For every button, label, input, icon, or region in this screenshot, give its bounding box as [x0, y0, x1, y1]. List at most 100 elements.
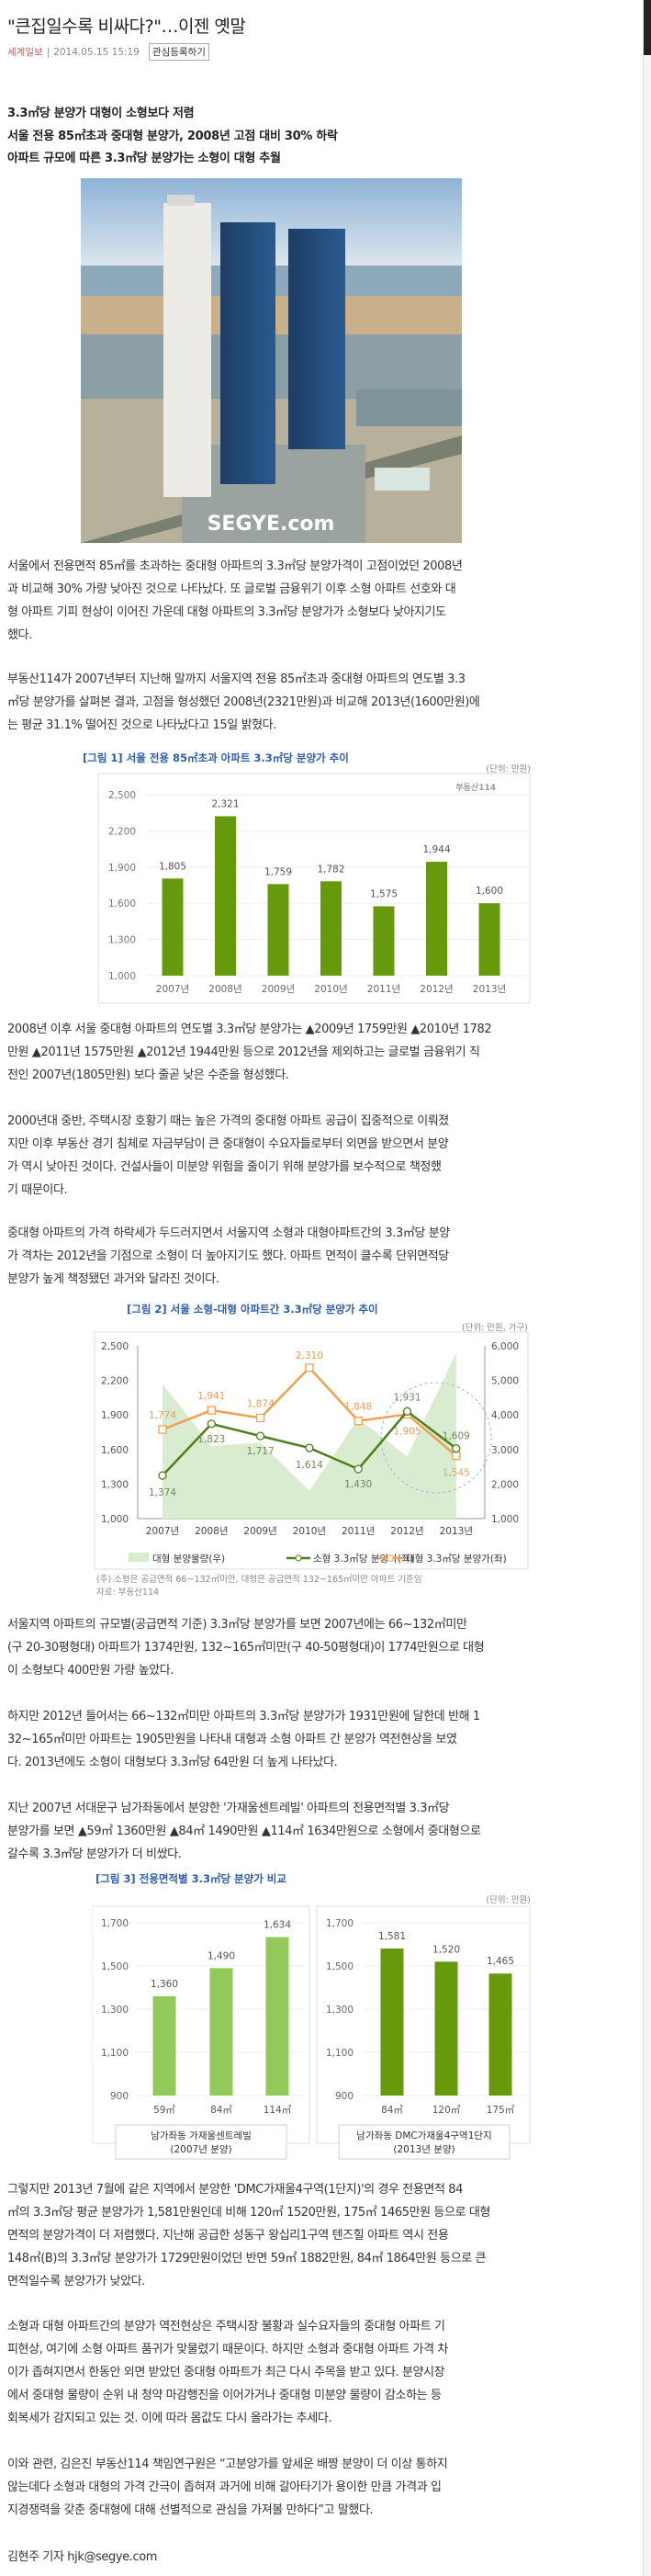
data-label: 1,490 [208, 1950, 235, 1961]
x-tick-label: 59㎡ [153, 2105, 175, 2116]
y-tick-label: 1,300 [108, 935, 136, 946]
paragraph-9: 그렇지만 2013년 7월에 같은 지역에서 분양한 'DMC가재울4구역(1단… [7, 2178, 641, 2293]
bar [320, 881, 342, 976]
small-data-label: 1,823 [197, 1434, 225, 1445]
article-photo: SEGYE.com [81, 178, 462, 543]
paragraph-line: 과 비교해 30% 가량 낮아진 것으로 나타났다. 또 글로벌 금융위기 이후… [7, 582, 456, 596]
y-left-tick-label: 1,900 [101, 1410, 129, 1421]
chart-unit: (단위: 만원) [486, 1894, 531, 1905]
data-label: 1,600 [476, 886, 503, 897]
large-marker [354, 1417, 363, 1426]
y-tick-label: 1,900 [108, 863, 136, 874]
paragraph-line: 2008년 이후 서울 중대형 아파트의 연도별 3.3㎡당 분양가는 ▲200… [7, 1022, 492, 1036]
paragraph-line: 이와 관련, 김은진 부동산114 책임연구원은 “고분양가를 앞세운 배짱 분… [7, 2457, 448, 2471]
x-tick-label: 2008년 [208, 984, 241, 995]
paragraph-line: 면적일수록 분양가가 낮았다. [7, 2275, 145, 2288]
small-marker [207, 1419, 216, 1429]
paragraph-line: 부동산114가 2007년부터 지난해 말까지 서울지역 전용 85㎡초과 중대… [7, 672, 466, 686]
y-tick-label: 1,500 [101, 1961, 129, 1972]
legend-label: 대형 3.3㎡당 분양가(좌) [406, 1554, 507, 1565]
paragraph-line: 148㎡(B)의 3.3㎡당 분양가가 1729만원이었던 반면 59㎡ 188… [7, 2252, 487, 2265]
subheading: 3.3㎡당 분양가 대형이 소형보다 저렴 [7, 107, 195, 120]
paragraph-line: 지경쟁력을 갖춘 중대형에 대해 선별적으로 관심을 가져볼 만하다”고 말했다… [7, 2503, 374, 2517]
y-tick-label: 1,100 [326, 2048, 354, 2059]
y-tick-label: 1,700 [101, 1918, 129, 1929]
bar [215, 816, 236, 976]
x-tick-label: 2013년 [440, 1526, 473, 1537]
byline: 김현주 기자 hjk@segye.com [7, 2546, 641, 2569]
data-label: 1,805 [159, 861, 186, 872]
chart-1: [그림 1] 서울 전용 85㎡초과 아파트 3.3㎡당 분양가 추이 (단위: … [83, 751, 531, 1004]
paragraph-line: 다. 2013년에도 소형이 대형보다 3.3㎡당 64만원 더 높게 나타났다… [7, 1756, 338, 1769]
paragraph-line: 서울에서 전용면적 85㎡를 초과하는 중대형 아파트의 3.3㎡당 분양가격이… [7, 559, 463, 573]
paragraph-line: 하지만 2012년 들어서는 66~132㎡미만 아파트의 3.3㎡당 분양가가… [7, 1710, 480, 1723]
x-tick-label: 114㎡ [264, 2105, 292, 2116]
chart-title: [그림 1] 서울 전용 85㎡초과 아파트 3.3㎡당 분양가 추이 [83, 751, 349, 764]
x-tick-label: 2012년 [420, 984, 453, 995]
paragraph-11: 이와 관련, 김은진 부동산114 책임연구원은 “고분양가를 앞세운 배짱 분… [7, 2453, 641, 2522]
side-panel-dark-block [644, 0, 651, 55]
small-marker [354, 1464, 363, 1474]
y-left-tick-label: 1,600 [101, 1445, 129, 1456]
paragraph-line: 중대형 아파트의 가격 하락세가 두드러지면서 서울지역 소형과 대형아파트간의… [7, 1226, 450, 1240]
bookmark-button[interactable]: 관심등록하기 [148, 43, 209, 61]
legend-label: 대형 분양물량(우) [152, 1554, 225, 1565]
data-label: 2,321 [211, 799, 239, 810]
x-tick-label: 120㎡ [432, 2105, 461, 2116]
bar [426, 862, 447, 976]
article-meta: 세계일보 | 2014.05.15 15:19 관심등록하기 [7, 43, 209, 61]
x-tick-label: 2013년 [473, 984, 506, 995]
large-data-label: 1,874 [247, 1398, 275, 1409]
large-data-label: 1,545 [443, 1468, 470, 1479]
panel-caption-box [115, 2124, 287, 2160]
y-right-tick-label: 1,000 [491, 1514, 519, 1525]
article-title: "큰집일수록 비싸다?"…이젠 옛말 [7, 17, 246, 37]
y-tick-label: 1,300 [326, 2005, 354, 2016]
article-datetime: 2014.05.15 15:19 [53, 46, 140, 58]
paragraph-line: 에서 중대형 물량이 순위 내 청약 마감행진을 이어가거나 중대형 미분양 물… [7, 2389, 442, 2402]
x-tick-label: 175㎡ [487, 2105, 515, 2116]
small-data-label: 1,374 [149, 1487, 176, 1498]
small-data-label: 1,430 [344, 1479, 372, 1490]
legend-marker-large [387, 1554, 394, 1562]
x-tick-label: 2009년 [262, 984, 295, 995]
large-marker [207, 1406, 216, 1415]
bar [209, 1968, 233, 2096]
y-left-tick-label: 2,500 [101, 1341, 129, 1352]
x-tick-label: 2007년 [156, 984, 189, 995]
chart-unit: (단위: 만원) [486, 763, 531, 774]
subheading: 서울 전용 85㎡초과 중대형 분양가, 2008년 고점 대비 30% 하락 [7, 129, 338, 143]
data-label: 1,465 [487, 1956, 514, 1967]
panel-caption-box [338, 2124, 511, 2160]
x-tick-label: 2007년 [146, 1526, 179, 1537]
small-data-label: 1,717 [247, 1446, 275, 1457]
paragraph-1: 서울에서 전용면적 85㎡를 초과하는 중대형 아파트의 3.3㎡당 분양가격이… [7, 555, 641, 647]
x-tick-label: 2008년 [195, 1526, 228, 1537]
paragraph-line: 지난 2007년 서대문구 남가좌동에서 분양한 '가재울센트레빌' 아파트의 … [7, 1802, 450, 1815]
y-tick-label: 1,000 [108, 971, 136, 982]
subheadings: 3.3㎡당 분양가 대형이 소형보다 저렴 서울 전용 85㎡초과 중대형 분양… [7, 103, 338, 171]
x-tick-label: 2009년 [243, 1526, 276, 1537]
y-tick-label: 1,700 [326, 1918, 354, 1929]
y-tick-label: 900 [110, 2091, 129, 2102]
data-label: 1,759 [264, 866, 292, 877]
paragraph-line: 분양가 높게 책정됐던 과거와 달라진 것이다. [7, 1272, 219, 1286]
paragraph-line: 그렇지만 2013년 7월에 같은 지역에서 분양한 'DMC가재울4구역(1단… [7, 2183, 464, 2197]
bar [162, 878, 184, 976]
subheading: 아파트 규모에 따른 3.3㎡당 분양가는 소형이 대형 추월 [7, 152, 281, 165]
x-tick-label: 84㎡ [381, 2105, 403, 2116]
paragraph-line: 2000년대 중반, 주택시장 호황기 때는 높은 가격의 중대형 아파트 공급… [7, 1114, 449, 1128]
source-link[interactable]: 세계일보 [7, 47, 43, 58]
large-marker [255, 1413, 265, 1423]
paragraph-line: 가 격차는 2012년을 기점으로 소형이 더 높아지기도 했다. 아파트 면적… [7, 1249, 449, 1263]
y-right-tick-label: 6,000 [491, 1341, 519, 1352]
legend-marker-small [295, 1554, 302, 1562]
large-data-label: 1,848 [344, 1402, 372, 1413]
paragraph-3: 2008년 이후 서울 중대형 아파트의 연도별 3.3㎡당 분양가는 ▲200… [7, 1018, 641, 1087]
paragraph-10: 소형과 대형 아파트간의 분양가 역전현상은 주택시장 불황과 실수요자들의 중… [7, 2315, 641, 2430]
paragraph-line: 분양가를 보면 ▲59㎡ 1360만원 ▲84㎡ 1490만원 ▲114㎡ 16… [7, 1825, 481, 1838]
paragraph-line: 했다. [7, 628, 32, 642]
x-tick-label: 2010년 [314, 984, 347, 995]
y-left-tick-label: 1,300 [101, 1479, 129, 1490]
small-marker [402, 1407, 412, 1416]
